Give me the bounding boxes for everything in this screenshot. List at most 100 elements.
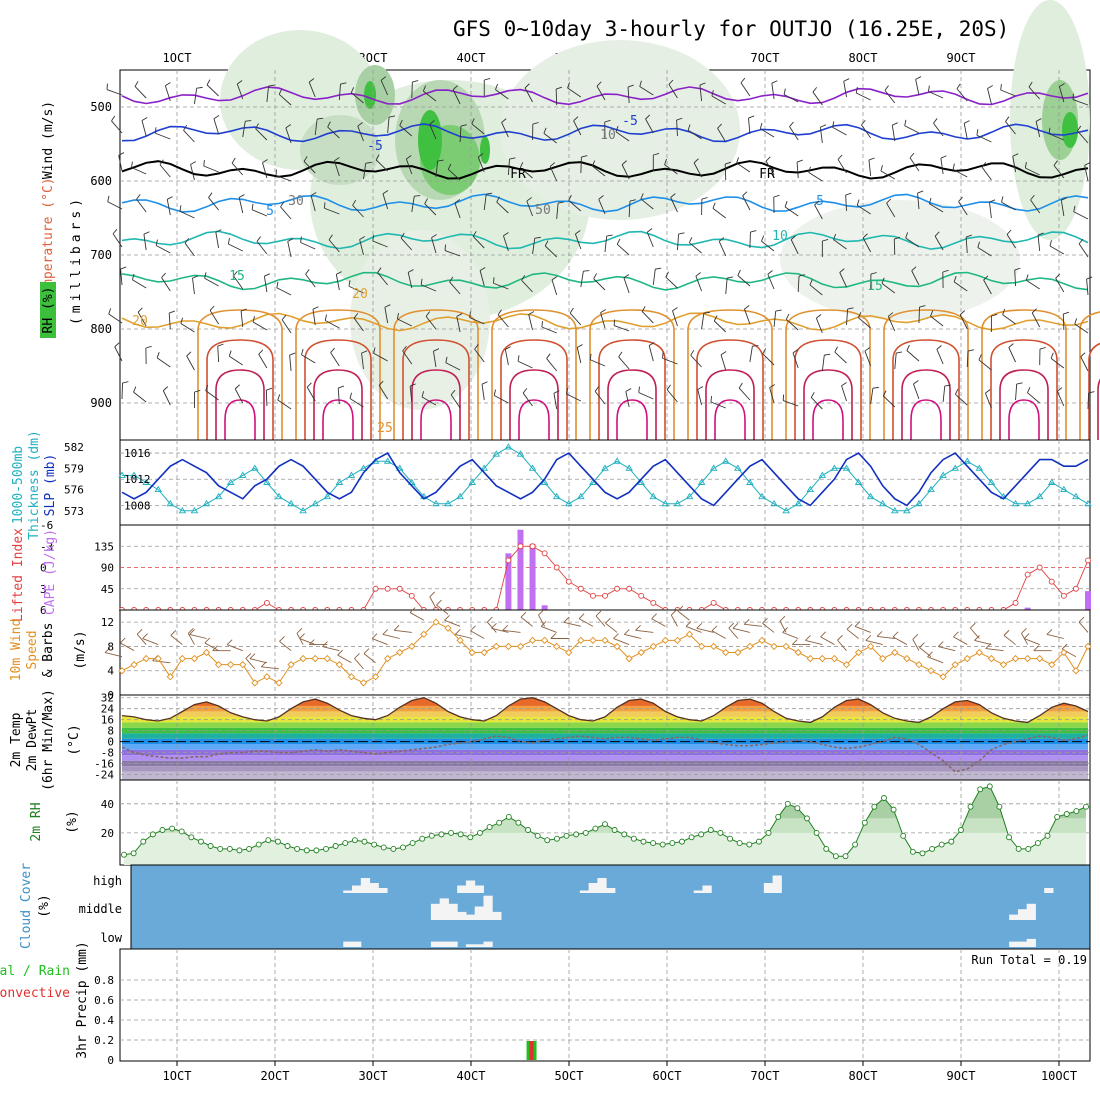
- upper-barb-feather: [930, 310, 934, 317]
- li-tick-label: 3: [40, 583, 47, 596]
- wind10-barb-feather: [454, 629, 461, 635]
- upper-barb: [507, 159, 510, 176]
- upper-barb-feather: [1000, 83, 1002, 91]
- upper-barb-feather: [710, 395, 713, 403]
- wind10-speed-point: [963, 654, 971, 663]
- cloud-bar-high: [457, 885, 467, 893]
- cloud-bar-middle: [1017, 909, 1028, 920]
- wind10-barb-feather: [487, 616, 493, 623]
- wind10-barb: [382, 633, 400, 639]
- upper-wind-barbs: [106, 76, 1095, 410]
- thickness-point: [154, 485, 163, 493]
- thickness-point: [456, 492, 464, 500]
- wind10-speed-point: [697, 642, 706, 651]
- isotherm-5: [121, 193, 1089, 213]
- upper-barb-feather: [701, 197, 708, 200]
- cloud-bar-middle: [492, 911, 502, 920]
- wind10-barb: [846, 628, 859, 639]
- upper-barb: [544, 245, 558, 258]
- upper-barb-feather: [1048, 127, 1051, 134]
- upper-barb: [594, 391, 606, 405]
- slp-series: [121, 452, 1089, 507]
- upper-barb: [471, 123, 485, 135]
- li-tick-label: -3: [40, 540, 53, 553]
- upper-barb: [870, 388, 874, 405]
- upper-barb-feather: [108, 308, 112, 315]
- thickness-point: [613, 457, 621, 464]
- upper-barb: [762, 353, 775, 366]
- upper-barb-feather: [809, 279, 813, 286]
- upper-barb-feather: [678, 232, 685, 235]
- rh2m-point: [409, 840, 416, 847]
- upper-barb-feather: [495, 83, 498, 90]
- wind10-speed-point: [999, 661, 1008, 669]
- thickness-tick-label: 573: [64, 505, 84, 518]
- wind10-speed-point: [1011, 654, 1020, 663]
- upper-air-y-ticks: 500 600 700 800 900: [90, 100, 112, 410]
- upper-barb-feather: [623, 274, 630, 279]
- upper-barb-feather: [748, 115, 755, 119]
- bottom-date-axis: 1OCT 2OCT 3OCT 4OCT 5OCT 6OCT 7OCT 8OCT 9OCT 10OC…: [163, 1061, 1077, 1083]
- wind10-barb-feather: [1078, 616, 1085, 623]
- wind10-barb: [953, 636, 968, 645]
- rh2m-point: [582, 829, 589, 836]
- upper-barb-feather: [122, 381, 129, 384]
- cloud-bar-middle: [457, 911, 467, 920]
- upper-barb-feather: [647, 228, 653, 233]
- upper-barb-feather: [546, 353, 551, 359]
- upper-barb: [668, 84, 678, 99]
- upper-barb-feather: [808, 166, 811, 173]
- wind10-barb: [187, 633, 195, 645]
- upper-barb: [335, 274, 340, 291]
- upper-barb-feather: [167, 196, 173, 200]
- upper-barb-feather: [880, 165, 883, 172]
- upper-barb: [952, 169, 968, 178]
- upper-barb: [445, 362, 461, 371]
- upper-barb: [285, 127, 292, 144]
- upper-barb-feather: [245, 120, 252, 122]
- upper-barb: [278, 93, 292, 106]
- cape-label: CAPE (J/kg): [43, 529, 58, 615]
- warm-contour: [705, 369, 755, 440]
- upper-barb: [1028, 86, 1041, 100]
- upper-barb: [1006, 234, 1016, 249]
- upper-barb: [314, 119, 318, 136]
- cape-y-ticks: -6 -3 0 3 6 135 90 45: [40, 519, 114, 617]
- isotherm-FR: [121, 160, 1089, 180]
- thickness-point: [661, 499, 670, 507]
- temperature-axis-label: Temperature (°C): [41, 177, 56, 302]
- upper-barb: [833, 239, 847, 250]
- upper-barb: [906, 350, 920, 362]
- thickness-point: [202, 499, 211, 507]
- thickness-point: [299, 506, 307, 514]
- upper-barb-feather: [892, 122, 898, 126]
- upper-barb-feather: [625, 388, 632, 392]
- upper-barb: [915, 79, 920, 96]
- upper-barb-feather: [640, 193, 644, 200]
- upper-barb-feather: [834, 346, 838, 353]
- upper-barb: [459, 125, 462, 143]
- upper-barb: [251, 209, 268, 217]
- upper-barb: [301, 354, 316, 364]
- upper-barb: [1027, 392, 1040, 404]
- upper-barb: [711, 95, 726, 105]
- wind10-barb: [226, 644, 243, 652]
- thickness-point: [915, 499, 923, 507]
- temp-tick-label: 16: [101, 714, 114, 727]
- upper-barb: [258, 354, 268, 369]
- rh2m-point: [832, 853, 839, 860]
- upper-barb: [262, 162, 268, 179]
- thickness-label-1: 1000-500mb: [11, 446, 26, 524]
- rh2m-point: [1006, 834, 1012, 841]
- precip-panel: 0.8 0.6 0.4 0.2 0 Run Total = 0.19 Total / R…: [0, 941, 1091, 1067]
- upper-barb: [472, 236, 485, 249]
- thickness-label-2: Thickness (dm): [27, 430, 42, 540]
- wind10-speed-point: [263, 673, 271, 681]
- upper-barb: [234, 388, 244, 404]
- upper-barb-feather: [382, 190, 389, 195]
- upper-barb-feather: [359, 236, 366, 240]
- wind10-barb-feather: [696, 623, 703, 629]
- upper-barb-feather: [604, 119, 611, 123]
- wind10-barb-feather: [854, 621, 861, 627]
- upper-barb-feather: [752, 345, 759, 347]
